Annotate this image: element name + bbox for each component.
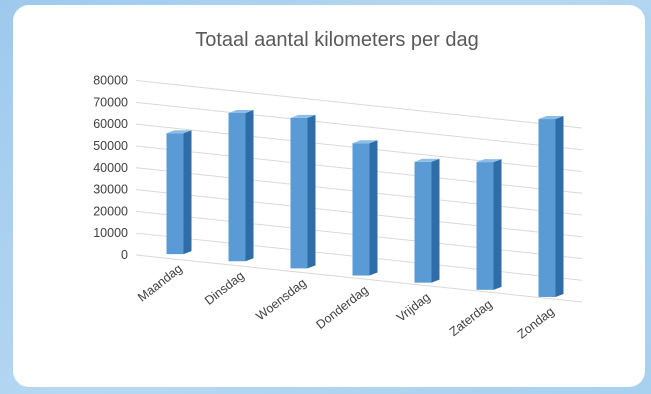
bar-top (538, 116, 564, 120)
bar (290, 114, 316, 269)
y-tick-label: 40000 (93, 161, 128, 175)
bar (476, 159, 502, 290)
bar-side (493, 159, 502, 290)
bar-side (431, 158, 440, 283)
bar-front (476, 162, 494, 290)
x-category-label: Zaterdag (447, 297, 495, 339)
bar-top (352, 140, 378, 144)
chart-title: Totaal aantal kilometers per dag (195, 29, 479, 51)
bar (538, 116, 564, 297)
bar-side (555, 116, 564, 297)
bar-front (228, 112, 246, 262)
bar (228, 109, 254, 262)
gridline (135, 254, 583, 303)
bar-top (414, 158, 440, 162)
x-category-label: Maandag (135, 261, 185, 304)
y-tick-label: 80000 (93, 74, 128, 88)
bar-front (538, 119, 556, 297)
gridline (135, 101, 583, 151)
bar-top (290, 114, 316, 118)
bar-top (228, 109, 254, 113)
bars (166, 109, 564, 297)
bar-side (245, 109, 254, 262)
bar (352, 140, 378, 276)
bar-side (183, 130, 192, 255)
gridline (135, 80, 583, 129)
bar-front (414, 161, 432, 283)
x-category-label: Donderdag (313, 283, 370, 332)
bar-side (369, 140, 378, 276)
bar-front (290, 117, 308, 269)
x-category-label: Zondag (515, 304, 557, 341)
y-tick-label: 20000 (93, 204, 128, 218)
y-tick-label: 70000 (93, 95, 128, 109)
y-tick-label: 0 (121, 248, 128, 262)
x-category-label: Vrijdag (394, 290, 433, 325)
bar-front (166, 133, 184, 255)
x-category-label: Dinsdag (202, 269, 247, 308)
y-tick-label: 60000 (93, 117, 128, 131)
x-category-label: Woensdag (253, 276, 309, 324)
bar-top (476, 159, 502, 163)
bar (166, 130, 192, 255)
y-tick-label: 50000 (93, 139, 128, 153)
y-tick-label: 30000 (93, 183, 128, 197)
bar-front (352, 143, 370, 276)
y-axis-tick-labels: 0 10000 20000 30000 40000 50000 60000 70000 8000… (93, 74, 128, 262)
bar (414, 158, 440, 283)
bar-side (307, 114, 316, 269)
y-tick-label: 10000 (93, 226, 128, 240)
bar-top (166, 130, 192, 134)
